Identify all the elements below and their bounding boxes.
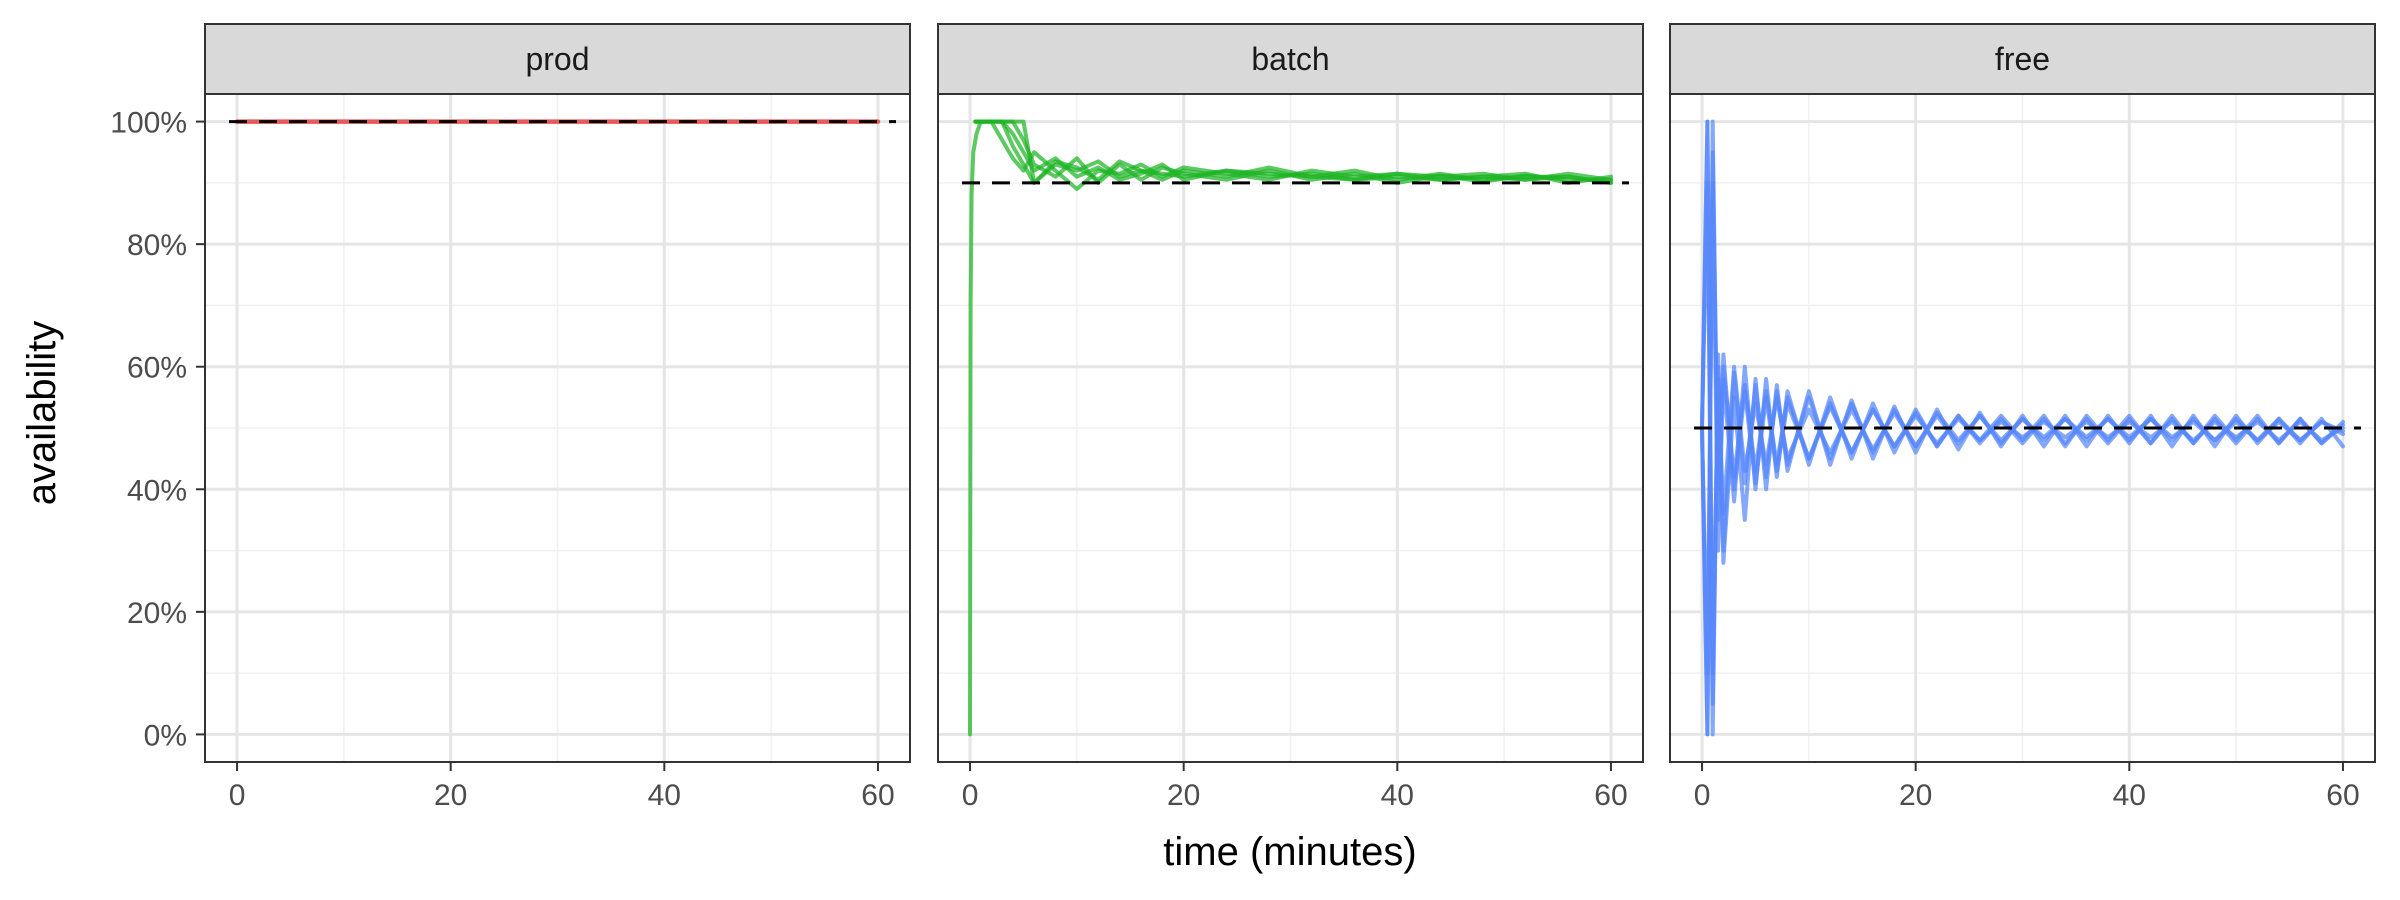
panel-border	[204, 93, 911, 763]
x-tick-label: 40	[2113, 779, 2146, 812]
x-tick-label: 40	[1381, 779, 1414, 812]
facet-panel-batch: batch 0 20 40 60	[937, 23, 1644, 812]
x-tick-label: 60	[2326, 779, 2359, 812]
y-tick-label: 80%	[127, 229, 187, 262]
facet-panel-free: free 0 20 40 60	[1669, 23, 2376, 812]
x-tick-label: 20	[434, 779, 467, 812]
facet-panel-prod: prod 0 20 40 60 0% 20% 40% 60% 80% 100%	[110, 23, 911, 812]
strip-label: batch	[1251, 41, 1329, 77]
y-tick-label: 20%	[127, 597, 187, 630]
panels-layer: prod 0 20 40 60 0% 20% 40% 60% 80% 100% batch 0 20 40 6…	[110, 23, 2376, 812]
series-lines	[968, 119, 1613, 737]
series-line-batch-5	[973, 119, 1613, 185]
x-tick-label: 0	[962, 779, 979, 812]
series-lines	[1700, 119, 2345, 737]
strip-label: prod	[525, 41, 589, 77]
x-tick-label: 0	[229, 779, 246, 812]
x-axis-title: time (minutes)	[1163, 830, 1416, 874]
panel-border	[1669, 93, 2376, 763]
x-tick-label: 60	[1594, 779, 1627, 812]
x-tick-label: 20	[1899, 779, 1932, 812]
panel-border	[937, 93, 1644, 763]
y-tick-label: 0%	[144, 719, 187, 752]
x-tick-label: 40	[648, 779, 681, 812]
series-line-free-4	[1700, 180, 2345, 706]
strip-label: free	[1995, 41, 2050, 77]
grid-lines	[938, 94, 1643, 762]
series-line-free-5	[1700, 150, 2345, 737]
strip-background	[937, 23, 1644, 95]
x-tick-label: 20	[1167, 779, 1200, 812]
y-axis-title: availability	[20, 321, 64, 506]
strip-background	[204, 23, 911, 95]
series-line-free-6	[1700, 119, 2345, 676]
x-tick-label: 0	[1694, 779, 1711, 812]
strip-background	[1669, 23, 2376, 95]
y-tick-label: 100%	[110, 107, 187, 140]
x-tick-label: 60	[861, 779, 894, 812]
y-tick-label: 60%	[127, 352, 187, 385]
y-tick-label: 40%	[127, 474, 187, 507]
